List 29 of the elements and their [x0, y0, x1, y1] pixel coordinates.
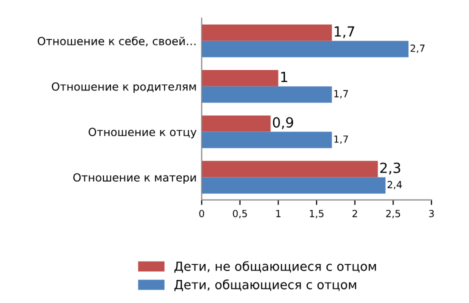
bar	[202, 132, 332, 148]
legend-label: Дети, не общающиеся с отцом	[174, 261, 376, 273]
bar	[202, 40, 408, 58]
data-label: 0,9	[272, 117, 294, 130]
data-label: 1	[281, 72, 288, 82]
x-tick-label: 2	[352, 210, 357, 218]
bar	[202, 177, 386, 194]
data-label: 2,3	[380, 162, 400, 175]
x-tick-label: 1,5	[310, 210, 324, 218]
bar	[202, 24, 332, 41]
data-label: 1,7	[334, 136, 348, 144]
x-tick-label: 0	[199, 210, 204, 218]
bar	[202, 86, 332, 103]
data-label: 1,7	[334, 26, 354, 38]
data-label: 2,4	[388, 180, 402, 190]
y-tick-label: Отношение к отцу	[88, 128, 196, 138]
data-label: 1,7	[334, 90, 348, 98]
y-tick-label: Отношение к матери	[73, 173, 196, 184]
bar	[202, 70, 278, 86]
data-label: 2,7	[410, 44, 425, 53]
x-tick-label: 1	[276, 210, 280, 218]
x-tick-label: 3	[429, 210, 434, 218]
x-tick-label: 2,5	[386, 210, 400, 218]
y-tick-label: Отношение к себе, своей…	[38, 36, 196, 46]
bar	[202, 115, 271, 132]
legend-label: Дети, общающиеся с отцом	[174, 279, 356, 292]
bar	[202, 160, 378, 178]
x-tick-label: 0,5	[232, 210, 247, 218]
y-tick-label: Отношение к родителям	[52, 82, 196, 93]
